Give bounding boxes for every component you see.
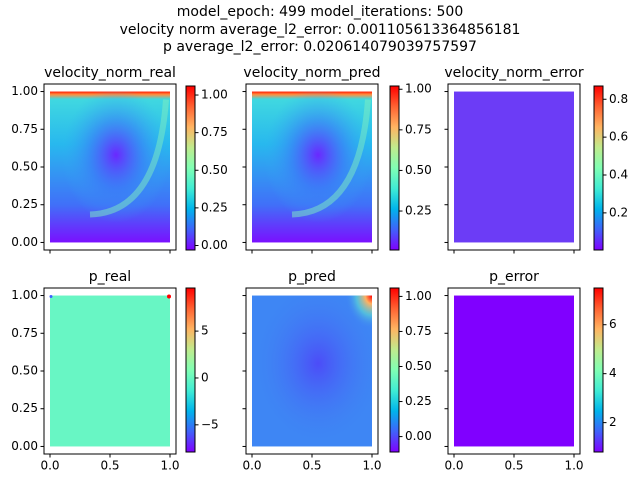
colorbar-tick-label: 0.25: [201, 200, 228, 214]
colorbar-tick-label: 0.8: [609, 92, 628, 106]
suptitle: model_epoch: 499 model_iterations: 500: [177, 4, 464, 20]
suptitle: velocity norm average_l2_error: 0.001105…: [120, 22, 521, 38]
colorbar-tick-label: 0.6: [609, 130, 628, 144]
y-tick-label: 0.00: [11, 439, 38, 453]
colorbar: [185, 85, 196, 251]
subplot-title: velocity_norm_error: [444, 65, 583, 81]
field-spot: [49, 295, 53, 299]
colorbar-tick-label: 1.00: [201, 88, 228, 102]
colorbar-tick-label: 0.4: [609, 168, 628, 182]
x-tick-label: 0.0: [444, 459, 463, 473]
colorbar-tick-label: 0.50: [405, 359, 432, 373]
colorbar-tick-label: 2: [609, 415, 617, 429]
field-arc: [291, 99, 371, 218]
x-tick-label: 1.0: [564, 459, 583, 473]
colorbar-tick-label: 0.25: [405, 394, 432, 408]
colorbar-tick-label: 0.75: [201, 125, 228, 139]
y-tick-label: 0.00: [11, 235, 38, 249]
x-tick-label: 1.0: [362, 459, 381, 473]
field-arc: [89, 99, 169, 218]
colorbar-tick-label: 0.75: [405, 324, 432, 338]
colorbar-tick-label: 0.25: [405, 204, 432, 218]
subplot-title: velocity_norm_pred: [243, 65, 380, 81]
suptitle: p average_l2_error: 0.020614079039757597: [163, 39, 477, 55]
field: [454, 295, 574, 447]
y-tick-label: 1.00: [11, 84, 38, 98]
colorbar: [389, 85, 400, 251]
subplot-title: p_error: [489, 269, 539, 285]
colorbar-tick-label: 6: [609, 317, 617, 331]
colorbar-tick-label: 5: [201, 324, 209, 338]
colorbar: [185, 287, 196, 453]
colorbar-tick-label: 0: [201, 370, 209, 384]
colorbar-tick-label: 0.75: [405, 122, 432, 136]
colorbar-tick-label: 0.2: [609, 205, 628, 219]
x-tick-label: 0.5: [504, 459, 523, 473]
y-tick-label: 0.50: [11, 364, 38, 378]
colorbar-tick-label: 0.50: [201, 163, 228, 177]
colorbar-tick-label: 0.00: [405, 429, 432, 443]
y-tick-label: 0.75: [11, 326, 38, 340]
colorbar-tick-label: 0.00: [201, 238, 228, 252]
subplot-title: velocity_norm_real: [44, 65, 176, 81]
colorbar: [593, 85, 604, 251]
colorbar-tick-label: −5: [201, 417, 219, 431]
x-tick-label: 0.5: [100, 459, 119, 473]
x-tick-label: 1.0: [160, 459, 179, 473]
field: [454, 91, 574, 243]
colorbar-tick-label: 1.00: [405, 289, 432, 303]
colorbar-tick-label: 1.00: [405, 82, 432, 96]
y-tick-label: 0.50: [11, 160, 38, 174]
field: [50, 295, 170, 447]
y-tick-label: 0.25: [11, 197, 38, 211]
y-tick-label: 0.75: [11, 122, 38, 136]
subplot-title: p_pred: [288, 269, 336, 285]
x-tick-label: 0.0: [242, 459, 261, 473]
x-tick-label: 0.0: [40, 459, 59, 473]
y-tick-label: 0.25: [11, 401, 38, 415]
y-tick-label: 1.00: [11, 288, 38, 302]
colorbar-tick-label: 4: [609, 366, 617, 380]
colorbar: [389, 287, 400, 453]
field-corner: [252, 295, 372, 447]
x-tick-label: 0.5: [302, 459, 321, 473]
field-spot: [167, 294, 171, 299]
colorbar: [593, 287, 604, 453]
colorbar-tick-label: 0.50: [405, 163, 432, 177]
subplot-title: p_real: [89, 269, 131, 285]
